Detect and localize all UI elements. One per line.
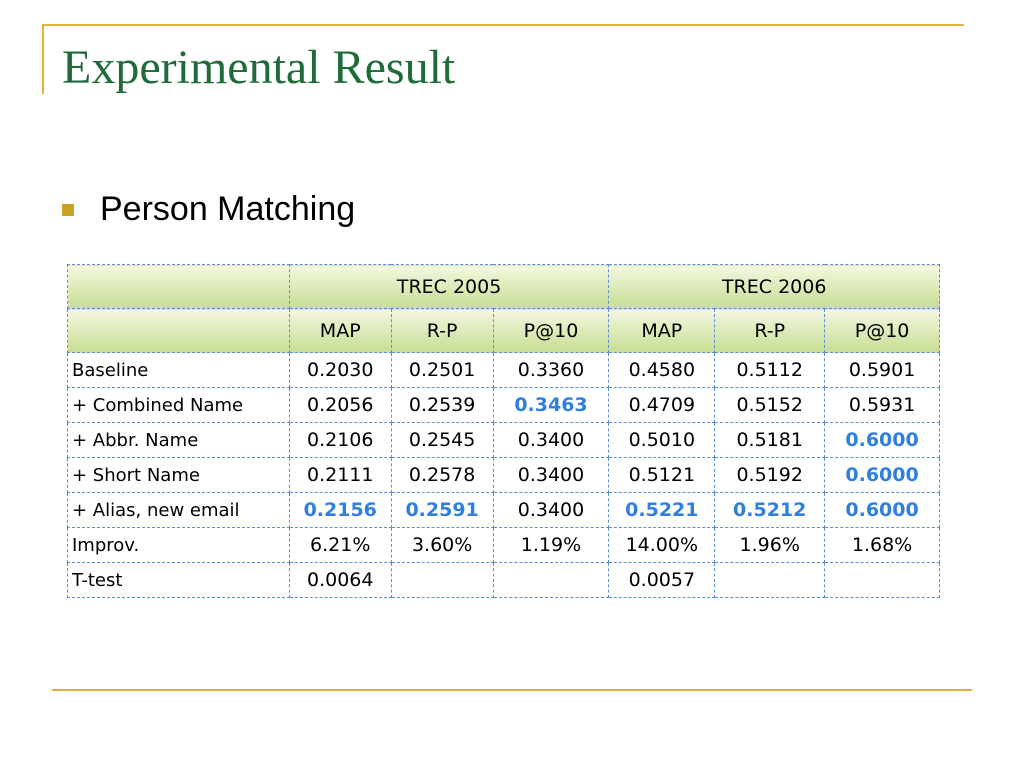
results-table: TREC 2005 TREC 2006 MAP R-P P@10 MAP R-P… bbox=[67, 264, 940, 598]
metric-header: R-P bbox=[390, 308, 494, 353]
slide-title: Experimental Result bbox=[62, 41, 456, 94]
table-cell: 0.5181 bbox=[714, 422, 826, 458]
left-rule bbox=[42, 24, 44, 94]
row-label: Baseline bbox=[67, 352, 290, 388]
table-cell: 0.5112 bbox=[714, 352, 826, 388]
table-cell: 0.2545 bbox=[390, 422, 494, 458]
row-label: Improv. bbox=[67, 527, 290, 563]
bullet-item: Person Matching bbox=[62, 190, 355, 229]
table-cell: 1.19% bbox=[492, 527, 610, 563]
metric-header: MAP bbox=[288, 308, 392, 353]
table-cell: 0.5221 bbox=[608, 492, 716, 528]
table-cell bbox=[824, 562, 940, 598]
bullet-square-icon bbox=[62, 203, 74, 216]
top-rule bbox=[42, 24, 964, 26]
table-cell bbox=[390, 562, 494, 598]
row-label: T-test bbox=[67, 562, 290, 598]
metric-header: MAP bbox=[608, 308, 716, 353]
row-label: + Abbr. Name bbox=[67, 422, 290, 458]
corner-cell bbox=[67, 308, 290, 353]
table-cell: 0.4580 bbox=[608, 352, 716, 388]
table-row: + Abbr. Name 0.2106 0.2545 0.3400 0.5010 0.51… bbox=[67, 422, 940, 458]
table-cell: 1.68% bbox=[824, 527, 940, 563]
table-cell bbox=[714, 562, 826, 598]
corner-cell bbox=[67, 264, 290, 309]
table-cell: 0.5212 bbox=[714, 492, 826, 528]
table-cell: 0.2111 bbox=[288, 457, 392, 493]
table-row: + Alias, new email 0.2156 0.2591 0.3400 0.52… bbox=[67, 492, 940, 528]
table-cell: 0.2106 bbox=[288, 422, 392, 458]
metric-header: R-P bbox=[714, 308, 826, 353]
metric-header-row: MAP R-P P@10 MAP R-P P@10 bbox=[67, 308, 940, 353]
table-cell: 0.5901 bbox=[824, 352, 940, 388]
table-cell: 0.2578 bbox=[390, 457, 494, 493]
table-cell bbox=[492, 562, 610, 598]
table-cell: 14.00% bbox=[608, 527, 716, 563]
table-cell: 0.2539 bbox=[390, 387, 494, 423]
table-cell: 0.3360 bbox=[492, 352, 610, 388]
group-header-row: TREC 2005 TREC 2006 bbox=[67, 264, 940, 309]
table-cell: 0.5121 bbox=[608, 457, 716, 493]
table-cell: 0.3400 bbox=[492, 492, 610, 528]
table-cell: 1.96% bbox=[714, 527, 826, 563]
row-label: + Short Name bbox=[67, 457, 290, 493]
table-cell: 0.2156 bbox=[288, 492, 392, 528]
row-label: + Alias, new email bbox=[67, 492, 290, 528]
table-row: + Short Name 0.2111 0.2578 0.3400 0.5121 0.51… bbox=[67, 457, 940, 493]
table-cell: 0.4709 bbox=[608, 387, 716, 423]
table-cell: 0.5010 bbox=[608, 422, 716, 458]
table-cell: 0.5931 bbox=[824, 387, 940, 423]
table-cell: 0.2030 bbox=[288, 352, 392, 388]
table-cell: 0.3400 bbox=[492, 422, 610, 458]
bullet-text: Person Matching bbox=[100, 190, 356, 228]
table-cell: 6.21% bbox=[288, 527, 392, 563]
table-cell: 0.0057 bbox=[608, 562, 716, 598]
table-cell: 0.2501 bbox=[390, 352, 494, 388]
table-cell: 0.0064 bbox=[288, 562, 392, 598]
table-body: Baseline 0.2030 0.2501 0.3360 0.4580 0.5112 0.… bbox=[67, 352, 940, 598]
table-row: Baseline 0.2030 0.2501 0.3360 0.4580 0.5112 0.… bbox=[67, 352, 940, 388]
table-cell: 0.2056 bbox=[288, 387, 392, 423]
table-cell: 0.5152 bbox=[714, 387, 826, 423]
table-cell: 0.5192 bbox=[714, 457, 826, 493]
group-header-trec2005: TREC 2005 bbox=[288, 264, 610, 309]
metric-header: P@10 bbox=[824, 308, 940, 353]
table-cell: 0.6000 bbox=[824, 492, 940, 528]
table-cell: 0.2591 bbox=[390, 492, 494, 528]
table-cell: 0.6000 bbox=[824, 457, 940, 493]
table-row: Improv. 6.21% 3.60% 1.19% 14.00% 1.96% 1.68% bbox=[67, 527, 940, 563]
table-cell: 0.6000 bbox=[824, 422, 940, 458]
table-row: + Combined Name 0.2056 0.2539 0.3463 0.4709 0… bbox=[67, 387, 940, 423]
group-header-trec2006: TREC 2006 bbox=[608, 264, 940, 309]
bottom-rule bbox=[52, 689, 972, 691]
table-cell: 3.60% bbox=[390, 527, 494, 563]
table-row: T-test 0.0064 0.0057 bbox=[67, 562, 940, 598]
table-cell: 0.3400 bbox=[492, 457, 610, 493]
table-cell: 0.3463 bbox=[492, 387, 610, 423]
metric-header: P@10 bbox=[492, 308, 610, 353]
row-label: + Combined Name bbox=[67, 387, 290, 423]
